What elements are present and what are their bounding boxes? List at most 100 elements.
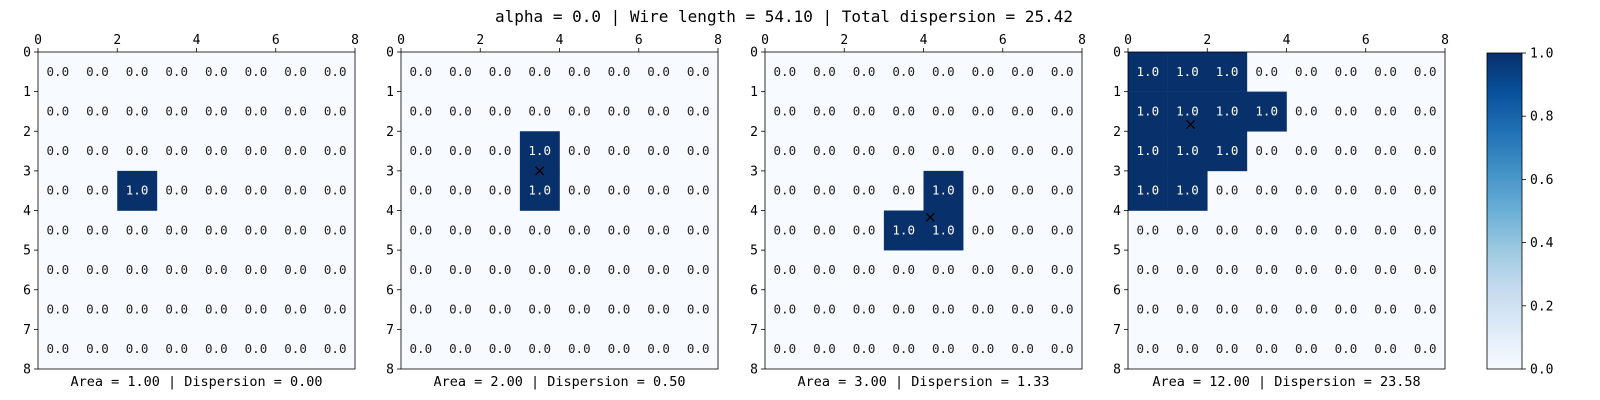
y-tick-label: 4 [1113, 204, 1121, 219]
cell-value-label: 0.0 [972, 64, 995, 79]
y-tick-label: 7 [1113, 323, 1121, 338]
cell-value-label: 0.0 [205, 262, 228, 277]
cell-value-label: 0.0 [528, 302, 551, 317]
cell-value-label: 0.0 [972, 222, 995, 237]
cell-value-label: 0.0 [647, 341, 670, 356]
cell-value-label: 0.0 [774, 262, 797, 277]
cell-value-label: 0.0 [972, 103, 995, 118]
colorbar: 0.0 0.2 0.4 0.6 0.8 1.0 [1486, 47, 1554, 378]
cell-value-label: 0.0 [1414, 143, 1437, 158]
cell-value-label: 0.0 [528, 341, 551, 356]
cell-value-label: 0.0 [892, 341, 915, 356]
cell-value-label: 0.0 [410, 183, 433, 198]
cell-value-label: 1.0 [1216, 103, 1239, 118]
cell-value-label: 0.0 [1295, 64, 1318, 79]
y-tick-label: 5 [386, 244, 394, 259]
cell-value-label: 0.0 [245, 64, 268, 79]
y-tick-label: 8 [23, 363, 31, 378]
heatmap-panel: 0.0 0.0 0.0 0.0 0.0 0.0 0.0 0.0 0.0 0.0 0.0 0.0 0.0 0… [23, 33, 359, 390]
cell-value-label: 0.0 [284, 143, 307, 158]
x-tick-label: 0 [761, 33, 769, 48]
cell-value-label: 0.0 [284, 302, 307, 317]
cell-value-label: 0.0 [489, 103, 512, 118]
cell-value-label: 0.0 [47, 183, 70, 198]
cell-value-label: 0.0 [853, 262, 876, 277]
y-tick-label: 2 [750, 125, 758, 140]
cell-value-label: 0.0 [932, 64, 955, 79]
cell-value-label: 0.0 [813, 262, 836, 277]
cell-value-label: 0.0 [410, 143, 433, 158]
cell-value-label: 0.0 [1011, 341, 1034, 356]
cell-value-label: 0.0 [86, 262, 109, 277]
y-tick-label: 0 [1113, 46, 1121, 61]
heatmap-cell [117, 170, 158, 211]
cell-value-label: 0.0 [1335, 302, 1358, 317]
heatmap-cell [1246, 91, 1287, 132]
cell-value-label: 0.0 [687, 183, 710, 198]
x-tick-label: 4 [1283, 33, 1291, 48]
centroid-marker [925, 212, 935, 222]
cell-value-label: 0.0 [647, 302, 670, 317]
heatmap-cell [519, 131, 560, 172]
cell-value-label: 0.0 [1374, 302, 1397, 317]
x-tick-label: 0 [34, 33, 42, 48]
y-tick-label: 8 [750, 363, 758, 378]
cell-value-label: 0.0 [1374, 262, 1397, 277]
cell-value-label: 0.0 [1295, 222, 1318, 237]
cell-value-label: 0.0 [1255, 302, 1278, 317]
cell-value-label: 0.0 [608, 103, 631, 118]
cell-value-label: 0.0 [205, 341, 228, 356]
cell-value-label: 0.0 [324, 341, 347, 356]
cell-value-label: 0.0 [647, 64, 670, 79]
cell-value-label: 0.0 [853, 341, 876, 356]
colorbar-gradient [1486, 52, 1523, 370]
cell-value-label: 0.0 [449, 183, 472, 198]
cell-value-label: 0.0 [892, 183, 915, 198]
cell-value-label: 0.0 [126, 222, 149, 237]
cell-value-label: 0.0 [687, 143, 710, 158]
cell-value-label: 0.0 [1295, 341, 1318, 356]
cell-value-label: 0.0 [410, 222, 433, 237]
cell-value-label: 0.0 [813, 302, 836, 317]
cell-value-label: 1.0 [1137, 103, 1160, 118]
cell-value-label: 0.0 [165, 64, 188, 79]
x-tick-label: 6 [999, 33, 1007, 48]
cell-value-label: 0.0 [1255, 222, 1278, 237]
cell-value-label: 0.0 [245, 302, 268, 317]
x-tick-label: 4 [556, 33, 564, 48]
cell-value-label: 0.0 [1051, 222, 1074, 237]
centroid-marker [1186, 120, 1196, 129]
cell-value-label: 0.0 [165, 143, 188, 158]
cell-value-label: 0.0 [568, 341, 591, 356]
cell-value-label: 0.0 [774, 341, 797, 356]
y-tick-label: 3 [386, 164, 394, 179]
cell-value-label: 0.0 [972, 143, 995, 158]
cell-value-label: 0.0 [774, 103, 797, 118]
cell-value-label: 0.0 [528, 103, 551, 118]
y-tick-label: 2 [1113, 125, 1121, 140]
cell-value-label: 0.0 [284, 222, 307, 237]
cell-value-label: 0.0 [687, 341, 710, 356]
x-tick-label: 2 [476, 33, 484, 48]
cell-value-label: 0.0 [284, 341, 307, 356]
x-tick-label: 6 [272, 33, 280, 48]
cell-value-label: 0.0 [1414, 302, 1437, 317]
cell-value-label: 0.0 [245, 103, 268, 118]
cell-value-label: 0.0 [1255, 341, 1278, 356]
cell-value-label: 0.0 [324, 143, 347, 158]
cell-value-label: 1.0 [1137, 143, 1160, 158]
cell-value-label: 0.0 [126, 341, 149, 356]
cell-value-label: 0.0 [1335, 262, 1358, 277]
cell-value-label: 0.0 [324, 302, 347, 317]
cell-value-label: 0.0 [1374, 222, 1397, 237]
cell-value-label: 0.0 [972, 302, 995, 317]
cell-value-label: 0.0 [324, 64, 347, 79]
heatmap-cell [1167, 131, 1208, 172]
cell-value-label: 0.0 [1335, 341, 1358, 356]
cell-value-label: 0.0 [568, 143, 591, 158]
cell-value-label: 0.0 [1011, 183, 1034, 198]
heatmap-cell [519, 170, 560, 211]
cell-value-label: 0.0 [165, 222, 188, 237]
cell-value-label: 0.0 [449, 64, 472, 79]
cell-value-label: 1.0 [1176, 143, 1199, 158]
